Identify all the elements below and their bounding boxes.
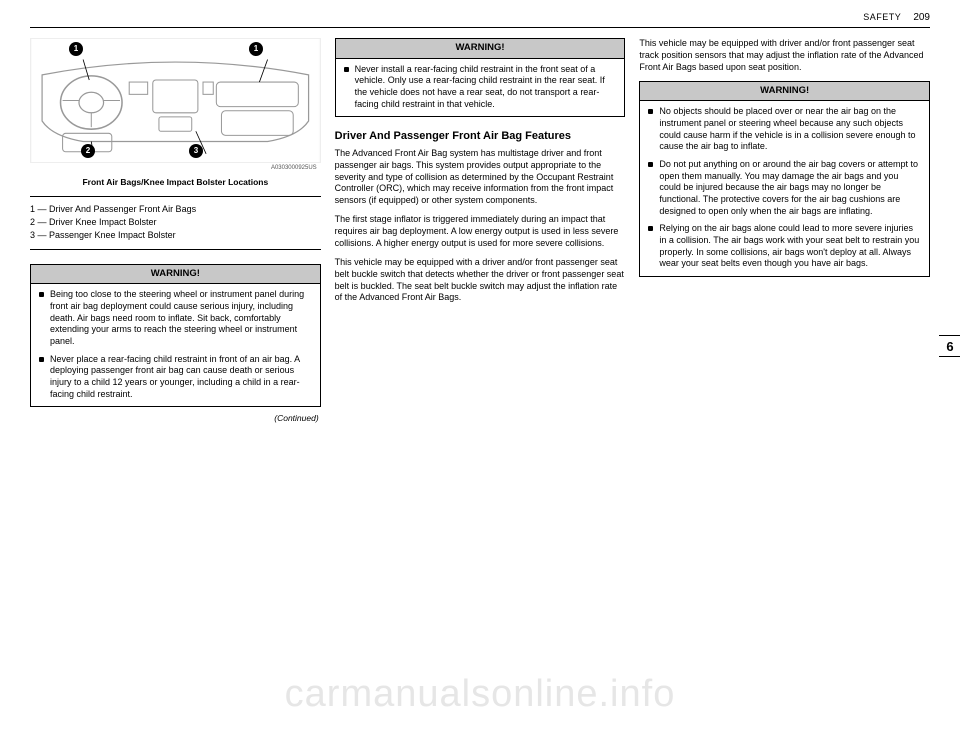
watermark-text: carmanualsonline.info <box>0 673 960 716</box>
body-paragraph: This vehicle may be equipped with driver… <box>639 38 930 74</box>
figure-caption: Front Air Bags/Knee Impact Bolster Locat… <box>30 177 321 188</box>
column-3: This vehicle may be equipped with driver… <box>639 38 930 578</box>
warning-body: Never install a rear-facing child restra… <box>336 59 625 117</box>
page-header: SAFETY 209 <box>30 0 930 27</box>
warning-body: No objects should be placed over or near… <box>640 101 929 276</box>
figure-legend: 1 — Driver And Passenger Front Air Bags … <box>30 196 321 250</box>
warning-box-3: WARNING! No objects should be placed ove… <box>639 81 930 277</box>
warning-box-2: WARNING! Never install a rear-facing chi… <box>335 38 626 117</box>
warning-item: Being too close to the steering wheel or… <box>39 289 312 347</box>
figure-id: A0303000925US <box>30 165 321 173</box>
page-number: 209 <box>913 12 930 23</box>
legend-item: 3 — Passenger Knee Impact Bolster <box>30 230 321 242</box>
warning-item: Do not put anything on or around the air… <box>648 159 921 217</box>
warning-item: Never place a rear-facing child restrain… <box>39 354 312 401</box>
tab-rule <box>939 356 960 357</box>
warning-item: Never install a rear-facing child restra… <box>344 64 617 111</box>
warning-title: WARNING! <box>31 265 320 285</box>
callout-3: 3 <box>189 144 203 158</box>
column-1: 1 1 2 3 A0303000925US Front Air Bags/Kne… <box>30 38 321 578</box>
callout-1-passenger: 1 <box>249 42 263 56</box>
body-paragraph: The first stage inflator is triggered im… <box>335 214 626 250</box>
callout-1-driver: 1 <box>69 42 83 56</box>
warning-body: Being too close to the steering wheel or… <box>31 284 320 406</box>
header-rule <box>30 27 930 28</box>
warning-title: WARNING! <box>640 82 929 102</box>
dashboard-figure: 1 1 2 3 <box>30 38 321 163</box>
dashboard-svg <box>31 39 320 162</box>
body-paragraph: The Advanced Front Air Bag system has mu… <box>335 148 626 207</box>
section-label: SAFETY <box>863 12 901 22</box>
callout-2: 2 <box>81 144 95 158</box>
body-paragraph: This vehicle may be equipped with a driv… <box>335 257 626 305</box>
chapter-tab: 6 <box>939 335 960 357</box>
legend-item: 2 — Driver Knee Impact Bolster <box>30 217 321 229</box>
content-columns: 1 1 2 3 A0303000925US Front Air Bags/Kne… <box>30 38 930 578</box>
warning-item: No objects should be placed over or near… <box>648 106 921 153</box>
column-2: WARNING! Never install a rear-facing chi… <box>335 38 626 578</box>
warning-title: WARNING! <box>336 39 625 59</box>
continued-label: (Continued) <box>30 413 321 424</box>
subsection-heading: Driver And Passenger Front Air Bag Featu… <box>335 129 626 144</box>
warning-item: Relying on the air bags alone could lead… <box>648 223 921 270</box>
legend-item: 1 — Driver And Passenger Front Air Bags <box>30 204 321 216</box>
tab-number: 6 <box>939 336 960 356</box>
warning-box-1: WARNING! Being too close to the steering… <box>30 264 321 408</box>
